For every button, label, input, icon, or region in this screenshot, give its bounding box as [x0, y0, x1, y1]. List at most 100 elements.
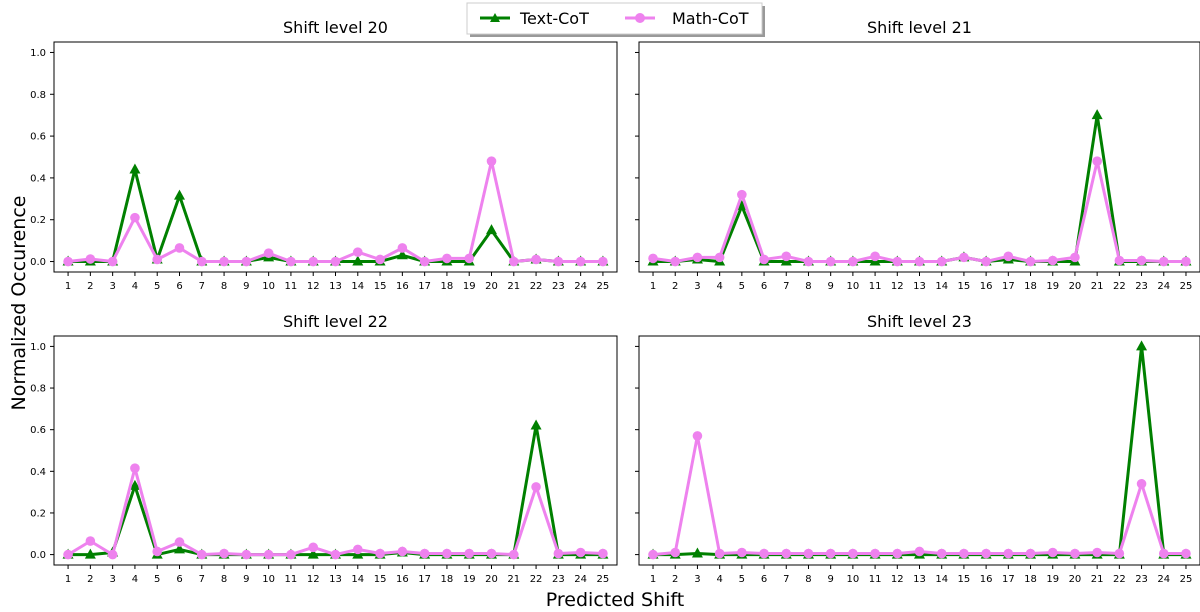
- data-point-math-cot: [464, 548, 475, 559]
- legend-math-cot-label: Math-CoT: [672, 9, 749, 28]
- plot-frame: [53, 41, 618, 273]
- data-point-math-cot: [152, 546, 163, 557]
- panel-3: Shift level 220.00.20.40.60.81.01 2 3 4 5 6 7 8…: [30, 312, 618, 585]
- data-point-math-cot: [330, 256, 341, 267]
- data-point-math-cot: [397, 243, 408, 253]
- data-point-math-cot: [419, 256, 430, 267]
- x-tick-label: 2: [87, 281, 93, 292]
- x-tick-label: 17: [418, 574, 431, 585]
- data-point-math-cot: [870, 251, 880, 262]
- data-point-math-cot: [241, 549, 252, 560]
- x-tick-label: 15: [958, 574, 971, 585]
- x-tick-label: 23: [552, 574, 565, 585]
- data-point-math-cot: [848, 548, 858, 559]
- y-tick-label: 0.4: [30, 173, 46, 184]
- x-tick-label: 4: [716, 281, 722, 292]
- x-tick-label: 2: [87, 574, 93, 585]
- data-point-math-cot: [692, 252, 703, 263]
- x-tick-label: 9: [243, 281, 249, 292]
- data-point-math-cot: [1003, 548, 1014, 559]
- x-tick-label: 19: [463, 574, 476, 585]
- data-point-text-cot: [174, 543, 186, 554]
- data-point-math-cot: [737, 189, 747, 200]
- data-point-math-cot: [803, 256, 814, 267]
- data-point-text-cot: [1091, 109, 1103, 120]
- data-point-math-cot: [352, 544, 363, 555]
- x-tick-label: 6: [761, 574, 767, 585]
- y-tick-label: 0.6: [30, 132, 46, 143]
- data-point-math-cot: [308, 542, 319, 553]
- panel-4: Shift level 231 2 3 4 5 6 7 8 9 10 11 12 13 14 15 16 17 1…: [635, 312, 1200, 585]
- data-point-math-cot: [825, 548, 836, 559]
- x-tick-label: 11: [869, 281, 882, 292]
- x-tick-label: 20: [1069, 281, 1082, 292]
- data-point-math-cot: [263, 549, 274, 560]
- data-point-math-cot: [531, 482, 541, 492]
- x-tick-label: 16: [980, 281, 993, 292]
- x-tick-label: 16: [396, 281, 409, 292]
- data-point-math-cot: [1070, 252, 1080, 263]
- x-tick-label: 15: [958, 281, 971, 292]
- panel-title: Shift level 23: [867, 312, 972, 331]
- x-tick-label: 17: [1002, 574, 1015, 585]
- x-tick-label: 7: [199, 281, 205, 292]
- data-point-math-cot: [152, 254, 163, 265]
- x-tick-label: 13: [329, 281, 342, 292]
- data-point-math-cot: [107, 256, 118, 267]
- x-tick-label: 1: [650, 574, 656, 585]
- data-point-math-cot: [486, 156, 497, 166]
- data-point-math-cot: [781, 251, 792, 262]
- data-point-math-cot: [870, 548, 880, 559]
- data-point-text-cot: [84, 548, 96, 559]
- data-point-math-cot: [936, 548, 947, 559]
- legend-math-cot-marker: [635, 13, 645, 23]
- legend: Text-CoT Math-CoT: [466, 2, 765, 37]
- x-tick-label: 22: [530, 574, 543, 585]
- y-tick-label: 0.0: [30, 257, 46, 268]
- data-point-math-cot: [553, 548, 564, 559]
- x-tick-label: 19: [1046, 574, 1059, 585]
- data-point-math-cot: [1092, 547, 1102, 558]
- x-tick-label: 22: [1113, 281, 1126, 292]
- data-point-math-cot: [531, 254, 541, 265]
- x-tick-label: 14: [351, 281, 364, 292]
- data-point-math-cot: [1114, 548, 1125, 559]
- data-point-math-cot: [308, 256, 319, 267]
- data-point-math-cot: [803, 548, 814, 559]
- data-point-math-cot: [598, 256, 608, 267]
- x-tick-label: 3: [109, 574, 115, 585]
- data-point-math-cot: [914, 546, 925, 557]
- x-tick-label: 13: [913, 574, 926, 585]
- data-point-math-cot: [575, 547, 586, 558]
- x-tick-label: 12: [307, 281, 320, 292]
- x-tick-label: 21: [1091, 281, 1104, 292]
- x-tick-label: 10: [262, 281, 275, 292]
- data-point-math-cot: [981, 548, 991, 559]
- data-point-math-cot: [286, 256, 296, 267]
- data-point-math-cot: [1136, 255, 1147, 266]
- x-tick-label: 4: [132, 281, 138, 292]
- x-tick-label: 9: [827, 574, 833, 585]
- x-tick-label: 3: [694, 574, 700, 585]
- x-tick-label: 24: [1157, 281, 1170, 292]
- x-tick-label: 9: [827, 281, 833, 292]
- x-tick-label: 15: [374, 574, 387, 585]
- y-axis-label: Normalized Occurence: [8, 196, 30, 411]
- x-tick-label: 14: [351, 574, 364, 585]
- x-tick-label: 16: [980, 574, 993, 585]
- data-point-math-cot: [130, 463, 140, 473]
- x-tick-label: 6: [176, 574, 182, 585]
- data-point-math-cot: [286, 549, 296, 560]
- series-line-text-cot: [68, 168, 603, 263]
- x-tick-label: 8: [221, 281, 227, 292]
- data-point-math-cot: [553, 256, 564, 267]
- panel-title: Shift level 21: [867, 18, 972, 37]
- x-tick-label: 14: [935, 574, 948, 585]
- data-point-math-cot: [130, 212, 140, 223]
- panel-2: Shift level 211 2 3 4 5 6 7 8 9 10 11 12 13 14 15 16 17 1…: [635, 18, 1200, 292]
- data-point-math-cot: [107, 549, 118, 560]
- x-tick-label: 20: [1069, 574, 1082, 585]
- y-tick-label: 0.0: [30, 550, 46, 561]
- data-point-math-cot: [241, 256, 252, 267]
